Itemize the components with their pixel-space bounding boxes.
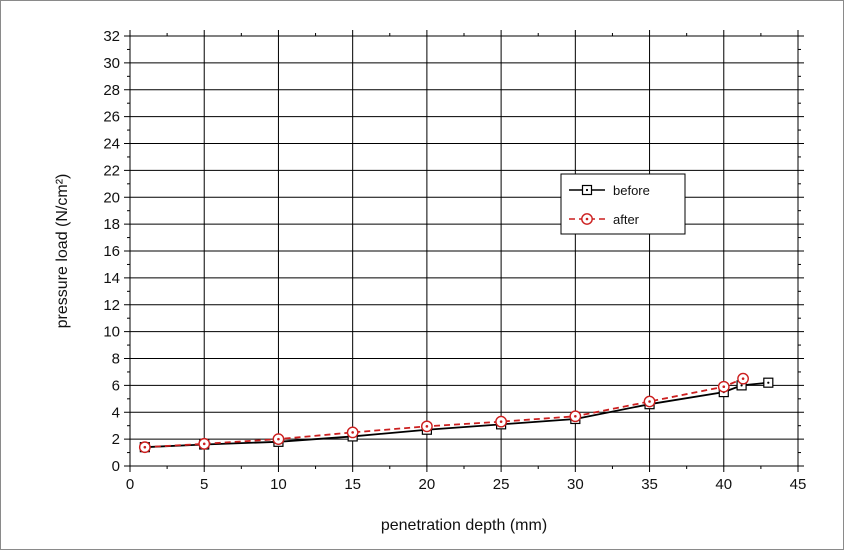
x-tick-label: 10	[270, 476, 287, 493]
data-point-after-center	[722, 385, 726, 389]
series-before	[139, 377, 774, 453]
y-tick-label: 2	[112, 431, 120, 448]
data-point-after-center	[425, 425, 429, 428]
x-tick-label: 20	[419, 476, 436, 493]
y-tick-label: 28	[103, 82, 120, 99]
data-point-before-center	[740, 384, 743, 387]
axis-ticks	[124, 30, 804, 472]
legend-item-after: after	[569, 212, 640, 227]
legend-label-before: before	[613, 183, 650, 198]
data-point-after-center	[277, 437, 280, 441]
y-tick-label: 18	[103, 216, 120, 233]
data-point-after-center	[143, 445, 147, 449]
x-tick-label: 30	[567, 476, 584, 493]
data-point-after-center	[648, 400, 651, 403]
series-line-after	[144, 377, 744, 449]
y-axis-title: pressure load (N/cm²)	[54, 174, 71, 329]
y-tick-label: 4	[112, 404, 120, 421]
tick-labels: 0 5 10 15 20 25 30 35 40 450246810121416182022242…	[103, 28, 806, 493]
series-after	[138, 372, 749, 454]
y-tick-label: 26	[103, 109, 120, 126]
y-tick-label: 16	[103, 243, 120, 260]
y-tick-label: 8	[112, 351, 120, 368]
data-point-before-center	[767, 381, 770, 384]
x-tick-label: 0	[126, 476, 134, 493]
series-line-before	[144, 381, 769, 449]
y-tick-label: 10	[103, 324, 120, 341]
x-tick-label: 40	[715, 476, 732, 493]
x-tick-label: 35	[641, 476, 658, 493]
x-tick-label: 25	[493, 476, 510, 493]
x-tick-label: 5	[200, 476, 208, 493]
x-tick-label: 45	[790, 476, 807, 493]
x-tick-label: 15	[344, 476, 361, 493]
grid	[130, 36, 798, 466]
legend-box	[560, 173, 686, 235]
series-layer	[138, 372, 774, 454]
legend: before after	[560, 173, 686, 235]
y-tick-label: 6	[112, 377, 120, 394]
data-point-after-center	[499, 420, 503, 423]
y-tick-label: 30	[103, 55, 120, 72]
y-tick-label: 20	[103, 189, 120, 206]
legend-marker-after-center	[585, 217, 589, 221]
y-tick-label: 14	[103, 270, 120, 287]
data-point-after-center	[202, 442, 206, 446]
legend-marker-before-center	[585, 188, 589, 192]
y-tick-label: 22	[103, 162, 120, 179]
data-point-after-center	[741, 377, 745, 380]
legend-item-before: before	[569, 183, 650, 198]
x-axis-title: penetration depth (mm)	[381, 517, 547, 534]
y-tick-label: 12	[103, 297, 120, 314]
y-tick-label: 24	[103, 136, 120, 153]
y-tick-label: 0	[112, 458, 120, 475]
y-tick-label: 32	[103, 28, 120, 45]
legend-label-after: after	[613, 212, 640, 227]
data-point-after-center	[351, 431, 354, 434]
data-point-after-center	[574, 414, 577, 418]
